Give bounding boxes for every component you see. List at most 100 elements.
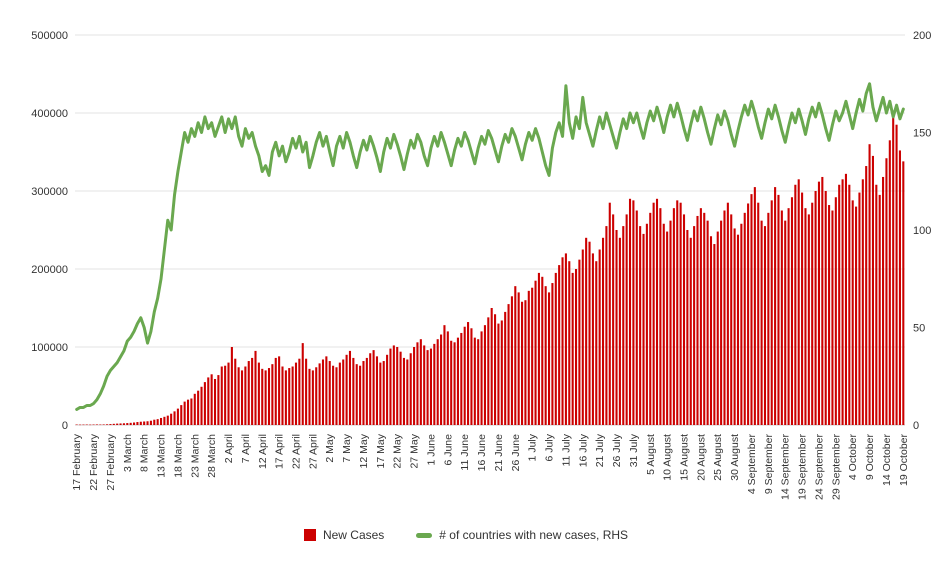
bar-new-cases bbox=[95, 424, 98, 425]
bar-new-cases bbox=[524, 300, 527, 425]
x-axis-tick-label: 12 April bbox=[257, 434, 269, 469]
bar-new-cases bbox=[227, 362, 230, 425]
bar-new-cases bbox=[615, 230, 618, 425]
x-axis-tick-label: 17 February bbox=[71, 433, 83, 490]
bar-new-cases bbox=[487, 317, 490, 425]
x-axis-tick-label: 11 June bbox=[459, 434, 471, 471]
bar-new-cases bbox=[676, 200, 679, 425]
x-axis-tick-label: 6 July bbox=[544, 433, 556, 461]
bar-new-cases bbox=[848, 184, 851, 425]
x-axis-tick-label: 6 June bbox=[442, 434, 454, 466]
x-axis-tick-label: 7 April bbox=[240, 434, 252, 463]
bar-new-cases bbox=[139, 421, 142, 425]
bar-new-cases bbox=[574, 269, 578, 425]
bar-new-cases bbox=[477, 339, 480, 425]
bar-new-cases bbox=[605, 226, 608, 425]
bar-new-cases bbox=[497, 323, 500, 425]
x-axis-tick-label: 30 August bbox=[729, 434, 741, 481]
x-axis-tick-label: 18 March bbox=[172, 434, 184, 478]
bar-new-cases bbox=[153, 419, 156, 425]
bar-new-cases bbox=[197, 390, 200, 425]
x-axis-tick-label: 27 April bbox=[307, 434, 319, 469]
x-axis-tick-label: 26 July bbox=[611, 433, 623, 467]
bar-new-cases bbox=[841, 179, 844, 425]
bar-new-cases bbox=[672, 208, 675, 425]
legend-label-new-cases: New Cases bbox=[322, 528, 385, 542]
bar-new-cases bbox=[281, 366, 284, 425]
x-axis-tick-label: 21 June bbox=[493, 434, 505, 472]
bar-new-cases bbox=[858, 192, 861, 425]
x-axis-tick-label: 17 April bbox=[274, 434, 286, 469]
bar-new-cases bbox=[760, 220, 763, 425]
x-axis-tick-label: 1 July bbox=[527, 433, 539, 461]
bar-new-cases bbox=[514, 286, 517, 425]
x-axis-tick-label: 2 May bbox=[324, 433, 336, 462]
countries-line-swatch-icon bbox=[416, 532, 433, 538]
bar-new-cases bbox=[561, 257, 564, 425]
bar-new-cases bbox=[801, 192, 804, 425]
bar-new-cases bbox=[551, 283, 554, 425]
bar-new-cases bbox=[365, 357, 368, 425]
x-axis-tick-label: 22 April bbox=[290, 434, 302, 469]
left-axis-tick-label: 200000 bbox=[31, 264, 68, 276]
x-axis-tick-label: 13 March bbox=[156, 434, 168, 478]
bar-new-cases bbox=[736, 234, 740, 425]
right-axis-tick-label: 150 bbox=[913, 128, 931, 140]
bar-new-cases bbox=[652, 202, 655, 425]
bar-new-cases bbox=[257, 362, 260, 425]
right-axis-tick-label: 50 bbox=[913, 323, 925, 335]
bar-new-cases bbox=[632, 200, 635, 425]
bar-new-cases bbox=[777, 194, 780, 425]
bar-new-cases bbox=[375, 356, 379, 425]
bar-new-cases bbox=[75, 424, 78, 426]
bar-new-cases bbox=[416, 342, 419, 425]
bar-new-cases bbox=[743, 212, 746, 425]
bar-new-cases bbox=[112, 423, 115, 425]
bar-new-cases bbox=[659, 208, 662, 425]
x-axis-tick-label: 2 April bbox=[223, 434, 235, 463]
bar-new-cases bbox=[203, 382, 206, 425]
bar-new-cases bbox=[703, 212, 706, 425]
bar-new-cases bbox=[834, 197, 837, 425]
bar-new-cases bbox=[851, 200, 854, 425]
bar-new-cases bbox=[190, 398, 193, 425]
bar-new-cases bbox=[433, 343, 436, 425]
bar-new-cases bbox=[156, 419, 159, 425]
x-axis-tick-label: 16 June bbox=[476, 434, 488, 472]
bar-new-cases bbox=[774, 187, 777, 425]
bar-new-cases bbox=[625, 214, 628, 425]
bar-new-cases bbox=[814, 191, 817, 425]
bar-new-cases bbox=[406, 359, 409, 425]
bar-new-cases bbox=[635, 210, 638, 425]
left-axis-tick-label: 500000 bbox=[31, 30, 68, 42]
bar-new-cases bbox=[686, 230, 689, 425]
bar-new-cases bbox=[720, 220, 723, 425]
bar-new-cases bbox=[689, 237, 692, 425]
bar-new-cases bbox=[649, 212, 652, 425]
bar-new-cases bbox=[456, 337, 459, 425]
bar-new-cases bbox=[861, 179, 864, 425]
bar-new-cases bbox=[554, 272, 557, 425]
bar-new-cases bbox=[895, 124, 898, 425]
bar-new-cases bbox=[470, 328, 473, 425]
bar-new-cases bbox=[871, 155, 874, 425]
bar-new-cases bbox=[844, 173, 847, 425]
bar-new-cases bbox=[82, 424, 85, 426]
bar-new-cases bbox=[645, 223, 648, 425]
bar-new-cases bbox=[740, 223, 743, 425]
bar-new-cases bbox=[642, 233, 645, 425]
x-axis-tick-label: 14 September bbox=[780, 434, 792, 500]
bar-new-cases bbox=[429, 348, 432, 425]
x-axis-tick-label: 31 July bbox=[628, 433, 640, 467]
bar-new-cases bbox=[79, 424, 82, 426]
bar-new-cases bbox=[898, 150, 901, 425]
bar-new-cases bbox=[436, 339, 439, 425]
x-axis-tick-label: 19 October bbox=[898, 434, 910, 486]
bar-new-cases bbox=[709, 236, 713, 425]
bar-new-cases bbox=[790, 197, 794, 425]
bar-new-cases bbox=[601, 237, 605, 425]
bar-new-cases bbox=[730, 214, 733, 425]
bar-new-cases bbox=[787, 208, 790, 425]
bar-new-cases bbox=[345, 354, 348, 425]
legend-label-countries: # of countries with new cases, RHS bbox=[439, 528, 629, 542]
